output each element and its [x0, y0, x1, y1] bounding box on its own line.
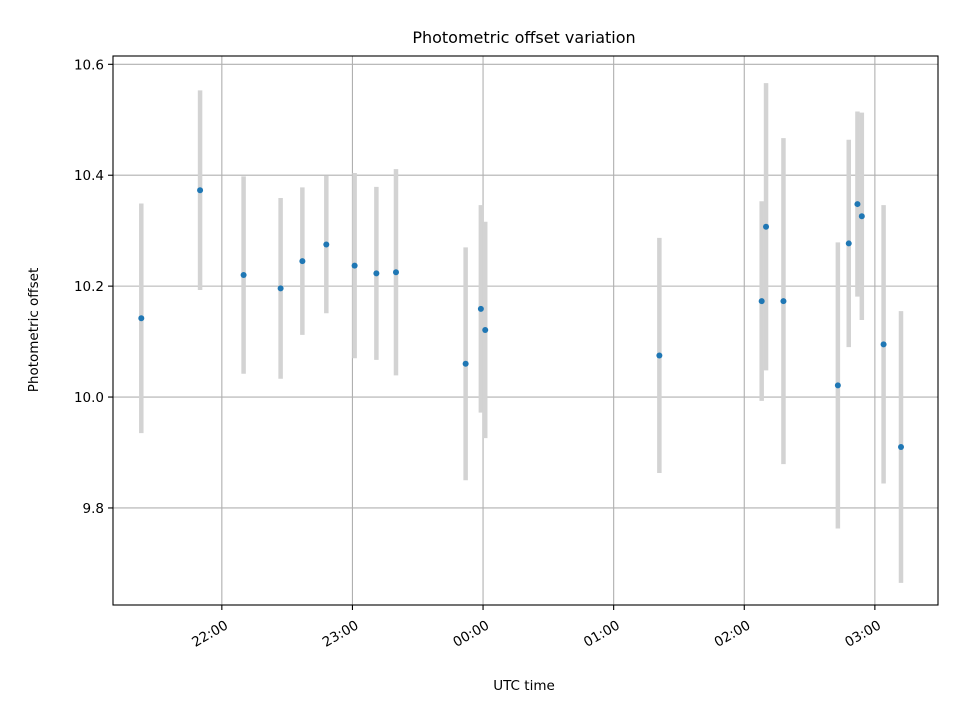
plot-frame — [112, 55, 939, 606]
data-point — [277, 285, 284, 292]
data-point — [240, 272, 247, 279]
data-point — [763, 223, 770, 230]
data-point — [323, 241, 330, 248]
data-points — [138, 187, 904, 450]
x-tick-label: 00:00 — [450, 617, 492, 650]
x-axis-ticks: 22:00 23:00 00:00 01:00 02:00 03:00 — [189, 605, 884, 651]
y-tick-label: 10.0 — [74, 390, 104, 406]
gridlines — [113, 56, 938, 605]
data-point — [197, 187, 204, 194]
y-tick-label: 10.2 — [74, 279, 104, 295]
data-point — [477, 305, 484, 312]
data-point — [854, 201, 861, 208]
y-axis-label: Photometric offset — [26, 268, 42, 392]
data-point — [299, 258, 306, 265]
y-axis-ticks: 9.8 10.0 10.2 10.4 10.6 — [74, 57, 113, 517]
data-point — [780, 298, 787, 305]
x-tick-label: 03:00 — [842, 617, 884, 650]
x-tick-label: 22:00 — [189, 617, 231, 650]
x-tick-label: 23:00 — [320, 617, 362, 650]
chart-title: Photometric offset variation — [412, 28, 635, 47]
data-point — [897, 443, 904, 450]
data-point — [462, 360, 469, 367]
data-point — [845, 240, 852, 247]
x-axis-label: UTC time — [493, 678, 555, 694]
data-point — [880, 341, 887, 348]
data-point — [392, 269, 399, 276]
data-point — [482, 326, 489, 333]
data-point — [351, 262, 358, 269]
data-point — [834, 382, 841, 389]
x-tick-label: 02:00 — [712, 617, 754, 650]
data-point — [656, 352, 663, 359]
y-tick-label: 10.4 — [74, 168, 104, 184]
y-tick-label: 9.8 — [83, 501, 104, 517]
data-point — [758, 298, 765, 305]
y-tick-label: 10.6 — [74, 57, 104, 73]
data-point — [858, 213, 865, 220]
data-point — [373, 270, 380, 277]
data-point — [138, 315, 145, 322]
x-tick-label: 01:00 — [581, 617, 623, 650]
